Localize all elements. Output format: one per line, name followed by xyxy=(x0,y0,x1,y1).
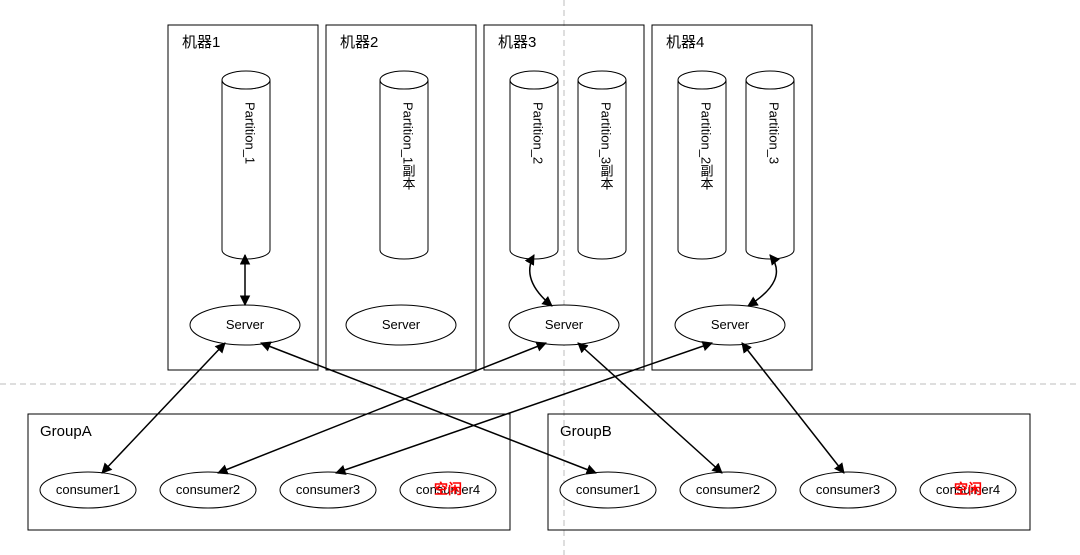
svg-text:空闲: 空闲 xyxy=(434,481,462,497)
consumer-gA_c1: consumer1 xyxy=(40,472,136,508)
consumer-gB_c1: consumer1 xyxy=(560,472,656,508)
svg-text:consumer1: consumer1 xyxy=(56,482,120,497)
diagram-canvas: 机器1 机器2 机器3 机器4 Partition_1 Partition_1副本 Part… xyxy=(0,0,1080,555)
cylinder-p1c: Partition_1副本 xyxy=(380,71,428,259)
svg-text:Server: Server xyxy=(711,317,750,332)
svg-text:机器2: 机器2 xyxy=(340,34,378,51)
svg-text:Partition_3: Partition_3 xyxy=(767,102,782,164)
svg-text:Partition_3副本: Partition_3副本 xyxy=(599,102,614,191)
svg-text:Server: Server xyxy=(545,317,584,332)
svg-text:Server: Server xyxy=(382,317,421,332)
svg-text:空闲: 空闲 xyxy=(954,481,982,497)
edge-e_s1_gAc1 xyxy=(102,343,225,473)
svg-text:Partition_2: Partition_2 xyxy=(531,102,546,164)
svg-text:consumer1: consumer1 xyxy=(576,482,640,497)
svg-text:consumer3: consumer3 xyxy=(296,482,360,497)
server-s3: Server xyxy=(509,305,619,345)
svg-text:Partition_1副本: Partition_1副本 xyxy=(401,102,416,191)
svg-text:consumer2: consumer2 xyxy=(696,482,760,497)
cylinder-p2: Partition_2 xyxy=(510,71,558,259)
edge-e_s4_gAc3 xyxy=(336,343,712,473)
svg-text:Partition_1: Partition_1 xyxy=(243,102,258,164)
consumer-gA_c3: consumer3 xyxy=(280,472,376,508)
edge-e_s3_gBc2 xyxy=(578,343,722,473)
cylinder-p1: Partition_1 xyxy=(222,71,270,259)
server-s1: Server xyxy=(190,305,300,345)
cylinder-p3: Partition_3 xyxy=(746,71,794,259)
server-s4: Server xyxy=(675,305,785,345)
consumer-gA_c4: consumer4空闲 xyxy=(400,472,496,508)
edge-e_s1_gBc1 xyxy=(261,343,596,473)
cylinder-p3c: Partition_3副本 xyxy=(578,71,626,259)
svg-text:机器3: 机器3 xyxy=(498,34,536,51)
cylinder-p2c: Partition_2副本 xyxy=(678,71,726,259)
edge-e_p3_s4 xyxy=(748,255,776,306)
svg-text:GroupB: GroupB xyxy=(560,423,612,440)
svg-text:机器4: 机器4 xyxy=(666,34,704,51)
consumer-gB_c4: consumer4空闲 xyxy=(920,472,1016,508)
edge-e_s3_gAc2 xyxy=(218,343,546,473)
svg-text:GroupA: GroupA xyxy=(40,423,92,440)
svg-text:consumer2: consumer2 xyxy=(176,482,240,497)
svg-text:Partition_2副本: Partition_2副本 xyxy=(699,102,714,191)
svg-text:consumer3: consumer3 xyxy=(816,482,880,497)
svg-text:Server: Server xyxy=(226,317,265,332)
server-s2: Server xyxy=(346,305,456,345)
svg-text:机器1: 机器1 xyxy=(182,34,220,51)
edge-e_p2_s3 xyxy=(530,255,552,306)
consumer-gB_c2: consumer2 xyxy=(680,472,776,508)
edge-e_s4_gBc3 xyxy=(742,343,844,473)
consumer-gB_c3: consumer3 xyxy=(800,472,896,508)
consumer-gA_c2: consumer2 xyxy=(160,472,256,508)
